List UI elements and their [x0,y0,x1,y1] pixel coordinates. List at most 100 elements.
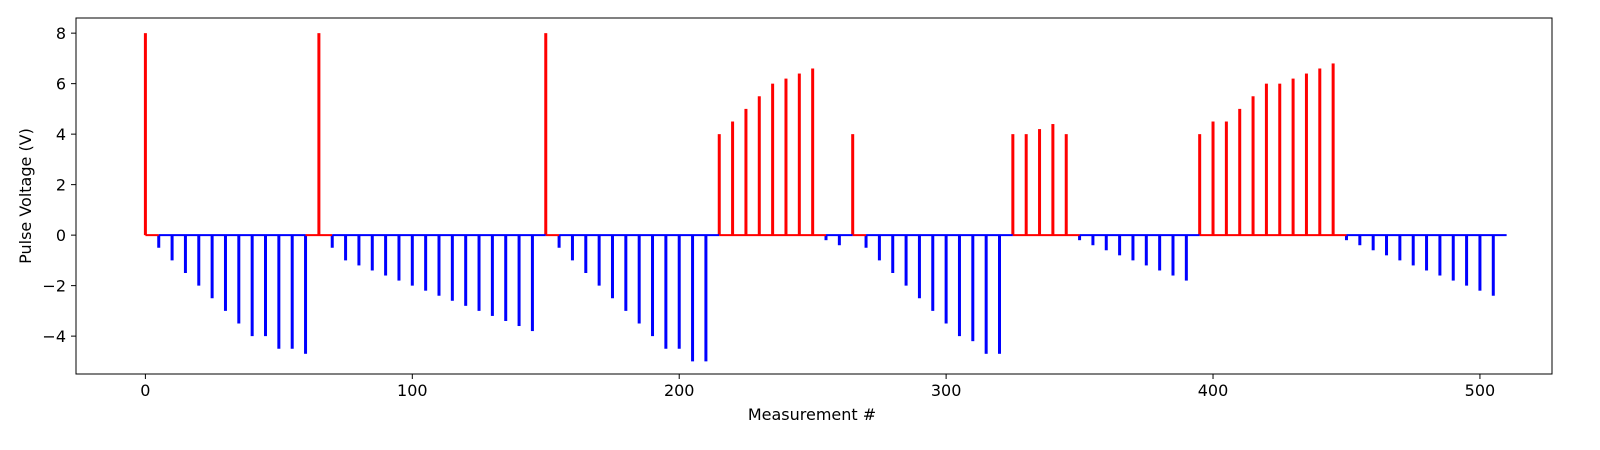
bar [1398,235,1402,261]
y-tick-label: 2 [56,176,66,195]
y-tick-label: −2 [42,277,66,296]
bar [1144,235,1148,266]
plot-frame [75,17,1553,375]
bar [277,235,281,349]
bar [877,235,881,261]
bar [797,73,801,236]
bar [424,235,428,291]
bar [1344,235,1348,241]
bar [517,235,521,327]
x-axis: 0 100 200 300 400 500 [140,374,1495,400]
y-tick-label: 0 [56,226,66,245]
bar [651,235,655,337]
bar [784,78,788,236]
bar [357,235,361,266]
bar [210,235,214,299]
bar [1278,83,1282,236]
bar [1491,235,1495,296]
bar [1171,235,1175,276]
bar [744,108,748,236]
bar [370,235,374,271]
y-tick-label: −4 [42,327,66,346]
bar [1385,235,1389,256]
x-axis-label: Measurement # [748,405,876,424]
bar [1251,96,1255,236]
bar [851,134,855,236]
bar [597,235,601,286]
bar [570,235,574,261]
x-tick-label: 500 [1465,381,1496,400]
bar [157,235,161,248]
y-tick-label: 4 [56,125,66,144]
bar [1438,235,1442,276]
bar [1451,235,1455,281]
bar [891,235,895,273]
bar [143,33,147,236]
bar [290,235,294,349]
bar [677,235,681,349]
bar [1051,124,1055,236]
bar [757,96,761,236]
bar [971,235,975,342]
bar [717,134,721,236]
bar [317,33,321,236]
bar [1425,235,1429,271]
bar [624,235,628,311]
bar [864,235,868,248]
bar [223,235,227,311]
bar [1078,235,1082,241]
bar [437,235,441,296]
bar [304,235,308,354]
bar [1358,235,1362,246]
bar [1304,73,1308,236]
bar [170,235,174,261]
bar [250,235,254,337]
bar [237,235,241,324]
bar [384,235,388,276]
bar [490,235,494,316]
bar [931,235,935,311]
x-tick-label: 200 [664,381,695,400]
bar [1211,121,1215,236]
bar [504,235,508,321]
y-axis-label: Pulse Voltage (V) [16,128,35,264]
y-tick-label: 8 [56,24,66,43]
bar [1478,235,1482,291]
bar [731,121,735,236]
bar [637,235,641,324]
bar [1291,78,1295,236]
bar [1318,68,1322,236]
bar [344,235,348,261]
bar [1264,83,1268,236]
bar [1465,235,1469,286]
bar [450,235,454,301]
bar [691,235,695,362]
bar [610,235,614,299]
y-tick-label: 6 [56,75,66,94]
bar [1091,235,1095,246]
bar [197,235,201,286]
bar [824,235,828,241]
bar [1371,235,1375,251]
bar [1331,63,1335,236]
bar [1184,235,1188,281]
bar [1131,235,1135,261]
bar [984,235,988,354]
bars-layer [143,33,1495,362]
bar [1038,129,1042,236]
bar [1118,235,1122,256]
bar [584,235,588,273]
bar [957,235,961,337]
bar [704,235,708,362]
bar [1064,134,1068,236]
bar [557,235,561,248]
bar [544,33,548,236]
bar [664,235,668,349]
bar [183,235,187,273]
x-tick-label: 300 [931,381,962,400]
bar [944,235,948,324]
bar [410,235,414,286]
bar [530,235,534,332]
bar [998,235,1001,354]
bar [1238,108,1242,236]
